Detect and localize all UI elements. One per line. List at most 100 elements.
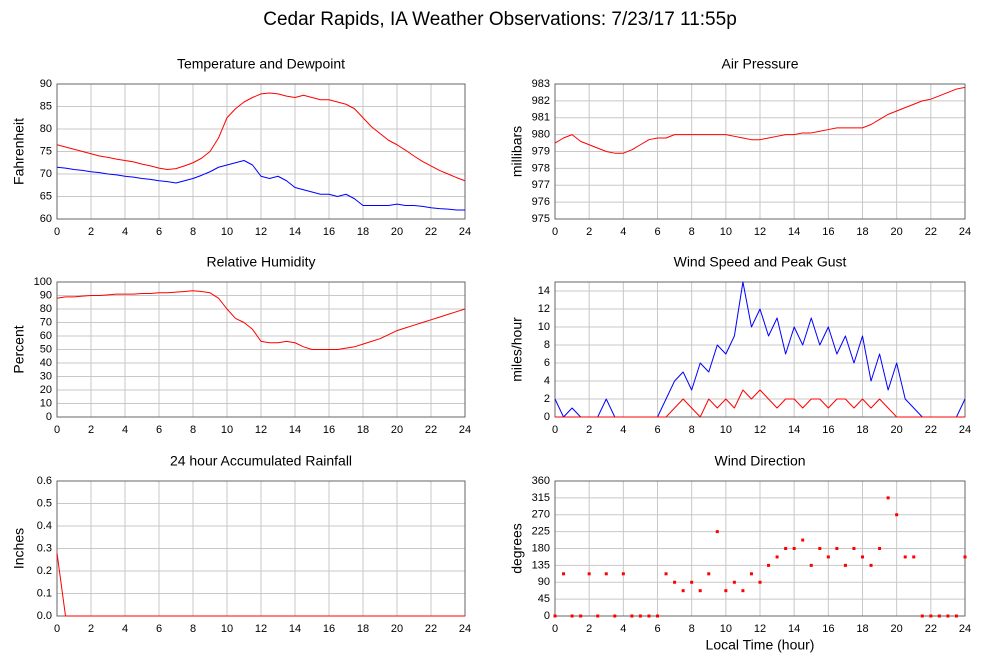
x-tick-label: 12 [754,226,766,238]
y-axis-label: Percent [11,325,27,373]
x-tick-label: 10 [221,424,233,436]
x-tick-label: 18 [357,226,369,238]
y-tick-label: 0.4 [37,520,52,532]
chart-panel: 0.00.10.20.30.40.50.60 2 4 6 8 10 12 14 16 18 20 22… [11,453,471,635]
scatter-point [963,555,967,559]
y-tick-label: 0.0 [37,610,52,622]
x-tick-label: 14 [289,424,301,436]
chart-title: Relative Humidity [207,254,316,270]
x-tick-label: 4 [122,623,128,635]
chart-title: Wind Speed and Peak Gust [674,254,847,270]
y-tick-label: 180 [532,542,550,554]
y-tick-label: 45 [538,593,550,605]
y-tick-label: 225 [532,526,550,538]
scatter-point [801,538,805,542]
y-axis-label: Fahrenheit [11,118,27,185]
scatter-point [912,555,916,559]
y-tick-label: 10 [40,397,52,409]
x-tick-label: 16 [822,623,834,635]
x-tick-label: 10 [221,226,233,238]
y-tick-label: 20 [40,384,52,396]
x-tick-label: 14 [289,623,301,635]
plot-frame [554,83,966,220]
x-tick-label: 6 [156,226,162,238]
scatter-point [895,513,899,517]
chart-title: Wind Direction [714,453,805,469]
scatter-point [656,614,659,618]
x-tick-label: 2 [88,226,94,238]
scatter-point [570,614,574,618]
scatter-point [664,572,668,576]
x-tick-label: 12 [255,226,267,238]
scatter-point [724,589,728,593]
scatter-point [638,614,642,618]
scatter-point [690,580,694,584]
x-tick-label: 24 [459,226,471,238]
series-line [554,86,966,154]
series-line [56,160,465,211]
y-tick-label: 90 [538,576,550,588]
y-tick-label: 0.3 [37,542,52,554]
x-tick-label: 6 [654,226,660,238]
x-tick-label: 16 [323,623,335,635]
y-tick-label: 979 [532,145,550,157]
x-tick-label: 18 [856,424,868,436]
x-tick-label: 0 [54,623,60,635]
y-tick-label: 80 [40,303,52,315]
x-tick-label: 8 [689,226,695,238]
y-axis-label: degrees [509,523,525,574]
y-tick-label: 40 [40,357,52,369]
plot-frame [554,281,966,418]
y-tick-label: 12 [538,303,550,315]
y-tick-label: 981 [532,112,550,124]
y-tick-label: 982 [532,95,550,107]
y-axis-label: Inches [11,528,27,569]
x-tick-label: 6 [156,623,162,635]
scatter-point [749,572,753,576]
series-line [56,552,465,617]
y-tick-label: 60 [40,213,52,225]
x-tick-label: 2 [586,623,592,635]
y-tick-label: 975 [532,213,550,225]
y-tick-label: 0.6 [37,475,52,487]
scatter-point [792,547,796,550]
x-tick-label: 4 [620,623,626,635]
y-tick-label: 14 [538,285,550,297]
x-tick-label: 14 [788,424,800,436]
scatter-point [741,589,745,593]
scatter-point [920,614,924,618]
x-tick-label: 2 [586,424,592,436]
x-tick-label: 24 [959,424,971,436]
scatter-point [758,580,762,584]
y-tick-label: 8 [544,339,550,351]
y-tick-label: 976 [532,196,550,208]
x-tick-label: 8 [190,226,196,238]
y-tick-label: 6 [544,357,550,369]
chart-title: Temperature and Dewpoint [177,56,345,72]
y-tick-label: 90 [40,289,52,301]
x-tick-label: 10 [720,226,732,238]
scatter-point [587,572,591,576]
scatter-point [715,530,719,534]
x-tick-label: 14 [788,226,800,238]
x-tick-label: 0 [552,424,558,436]
x-tick-label: 12 [255,424,267,436]
y-tick-label: 980 [532,129,550,141]
scatter-point [673,580,677,584]
scatter-point [878,547,882,550]
y-tick-label: 70 [40,168,52,180]
scatter-point [604,572,608,576]
y-tick-label: 60 [40,330,52,342]
x-tick-label: 20 [891,424,903,436]
y-tick-label: 75 [40,145,52,157]
scatter-point [852,547,856,550]
x-tick-label: 4 [620,226,626,238]
x-tick-label: 6 [654,623,660,635]
x-tick-label: 0 [552,226,558,238]
scatter-point [835,547,839,550]
x-tick-label: 12 [754,424,766,436]
x-tick-label: 16 [323,424,335,436]
